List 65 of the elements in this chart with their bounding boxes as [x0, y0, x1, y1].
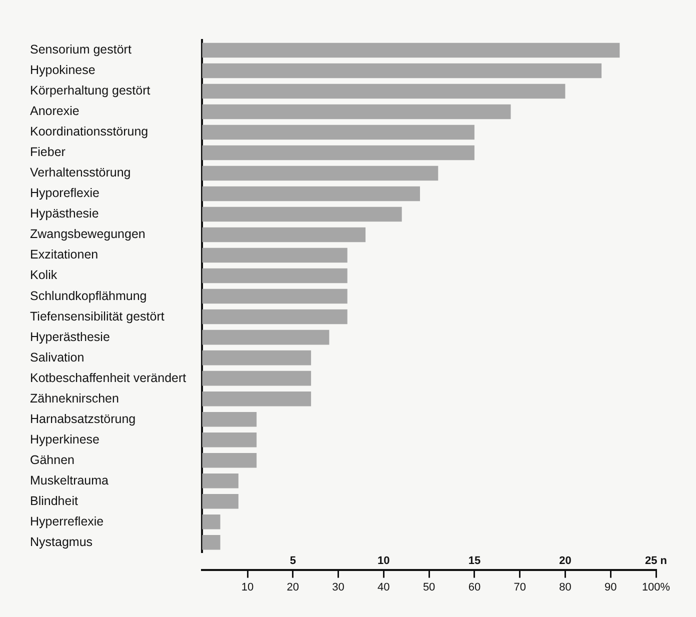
- bar: [202, 104, 511, 120]
- y-tick-label: Körperhaltung gestört: [30, 84, 151, 98]
- y-tick-label: Anorexie: [30, 104, 80, 118]
- x2-tick-label: 50: [422, 581, 436, 594]
- x2-tick-label: 90: [604, 581, 617, 594]
- x2-tick-label: 70: [514, 581, 526, 594]
- bar: [202, 350, 312, 366]
- y-tick-label: Muskeltrauma: [30, 473, 109, 488]
- y-tick-label: Nystagmus: [30, 534, 93, 549]
- bar: [202, 412, 257, 427]
- bar: [202, 63, 602, 78]
- y-tick-label: Zwangsbewegungen: [30, 227, 146, 242]
- x2-tick-label: 10: [241, 581, 254, 594]
- bar: [202, 206, 402, 222]
- y-tick-label: Sensorium gestört: [30, 42, 132, 57]
- x2-tick-label: 100%: [642, 581, 670, 594]
- x-tick-label: 10: [378, 555, 390, 568]
- y-tick-label: Blindheit: [30, 494, 78, 508]
- bar: [202, 432, 257, 448]
- y-tick-label: Hypästhesie: [30, 206, 99, 221]
- y-tick-label: Kotbeschaffenheit verändert: [30, 370, 187, 385]
- bar: [202, 145, 474, 160]
- x2-tick-label: 80: [559, 581, 572, 594]
- y-tick-label: Verhaltensstörung: [30, 166, 131, 180]
- y-tick-label: Schlundkopflähmung: [30, 288, 147, 303]
- x-tick-label: 25 n: [644, 555, 668, 568]
- y-tick-label: Harnabsatzstörung: [30, 412, 136, 426]
- y-tick-label: Kolik: [30, 268, 58, 282]
- bar: [202, 330, 330, 345]
- y-tick-label: Hyperreflexie: [30, 514, 104, 528]
- x2-tick-label: 20: [286, 581, 300, 594]
- bar: [202, 473, 238, 488]
- bar: [202, 124, 474, 140]
- y-tick-label: Tiefensensibilität gestört: [30, 309, 165, 324]
- bar: [202, 391, 312, 406]
- x-tick-label: 20: [559, 555, 572, 568]
- bar: [202, 166, 438, 181]
- x2-tick-label: 60: [468, 581, 481, 594]
- bar: [202, 288, 348, 304]
- y-tick-label: Fieber: [30, 145, 66, 160]
- y-tick-label: Hyporeflexie: [30, 186, 100, 200]
- y-tick-label: Koordinationsstörung: [30, 124, 148, 139]
- y-tick-label: Hypokinese: [30, 63, 96, 78]
- bar: [202, 494, 238, 509]
- y-tick-label: Salivation: [30, 350, 84, 364]
- bar: [202, 370, 312, 386]
- bar: [202, 514, 220, 530]
- bar: [202, 534, 220, 550]
- bar: [202, 268, 348, 284]
- y-tick-label: Gähnen: [30, 452, 75, 467]
- bar: [202, 227, 366, 242]
- bar: [202, 84, 566, 99]
- y-tick-label: Hyperästhesie: [30, 330, 110, 344]
- y-tick-label: Zähneknirschen: [30, 391, 119, 406]
- x-tick-label: 5: [290, 555, 296, 568]
- bar: [202, 42, 620, 58]
- x-tick-label: 15: [468, 555, 481, 568]
- bar: [202, 186, 420, 202]
- y-tick-label: Exzitationen: [30, 248, 98, 262]
- bar: [202, 248, 348, 263]
- x2-tick-label: 30: [332, 581, 344, 594]
- bar: [202, 452, 257, 468]
- y-tick-label: Hyperkinese: [30, 432, 100, 446]
- bar: [202, 309, 348, 324]
- x2-tick-label: 40: [378, 581, 390, 594]
